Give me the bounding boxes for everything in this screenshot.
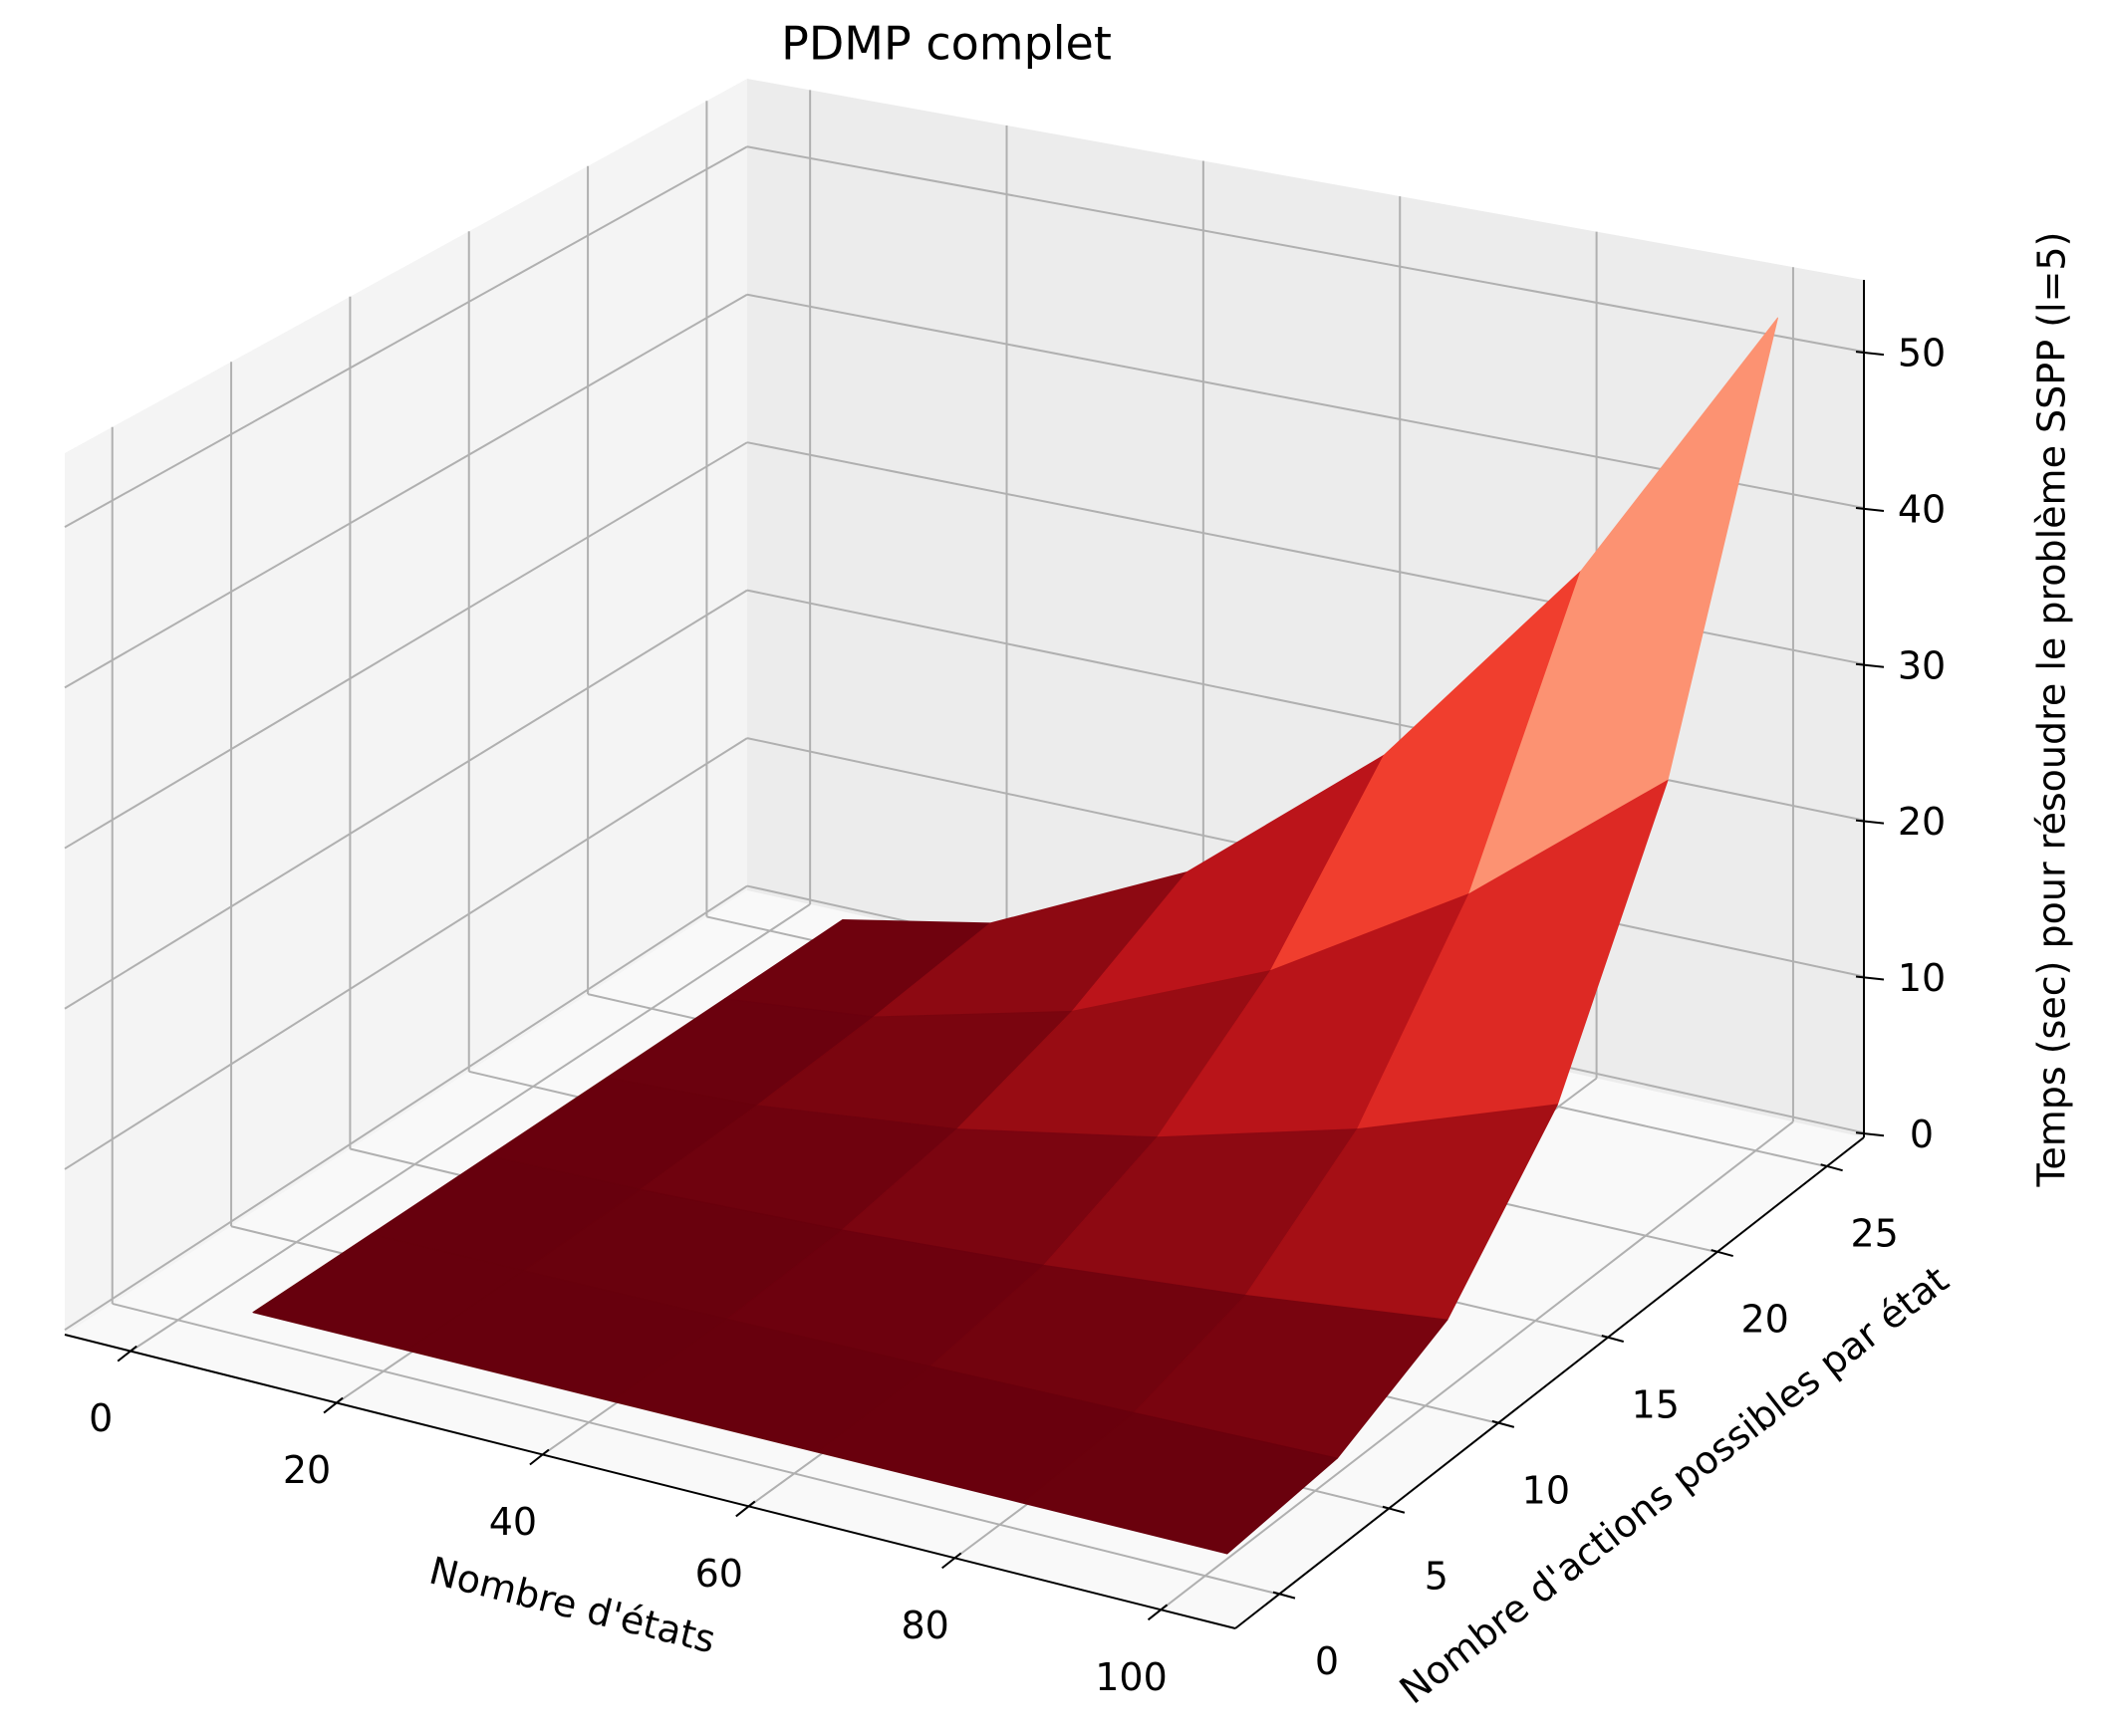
x-axis-line [64,1334,1236,1629]
grid-line [1160,1120,1794,1612]
grid-line [64,884,748,1332]
z-tick [1855,506,1885,512]
x-tick-label: 60 [695,1552,743,1596]
y-tick [1491,1419,1515,1428]
x-tick-label: 40 [489,1500,537,1544]
z-axis-label: Temps (sec) pour résoudre le problème SS… [2030,232,2074,1188]
y-tick [1710,1249,1733,1258]
y-tick-label: 20 [1741,1298,1789,1342]
x-tick-label: 20 [283,1448,331,1492]
x-tick [323,1396,344,1414]
z-tick [1855,819,1885,825]
chart-title: PDMP complet [781,17,1112,71]
grid-line [64,737,748,1170]
z-tick-label: 20 [1898,800,1946,844]
grid-line [64,589,748,1010]
grid-line [746,145,1865,354]
y-tick [1601,1335,1625,1343]
y-tick-label: 10 [1522,1468,1570,1512]
y-tick-label: 0 [1315,1639,1339,1683]
y-tick [1820,1163,1843,1172]
y-tick-label: 5 [1425,1554,1448,1598]
z-tick-label: 10 [1898,956,1946,1000]
grid-line [64,293,748,689]
x-tick-label: 100 [1095,1655,1168,1699]
z-tick-label: 40 [1898,487,1946,531]
y-tick [1272,1591,1296,1600]
surface-patch [1021,1411,1338,1555]
grid-line [64,145,748,529]
x-tick [1147,1604,1169,1621]
grid-line [112,1302,1280,1596]
z-tick-label: 50 [1898,332,1946,375]
z-tick [1855,1131,1885,1137]
z-tick-label: 0 [1910,1113,1934,1156]
grid-line [130,903,811,1353]
x-tick [735,1500,756,1518]
x-tick-label: 80 [901,1604,948,1647]
x-tick [117,1345,137,1363]
x-tick [529,1448,550,1466]
grid-line [64,441,748,850]
z-tick [1855,975,1885,981]
y-tick-label: 25 [1850,1212,1898,1256]
z-tick [1855,351,1885,357]
x-tick-label: 0 [89,1396,113,1440]
y-tick-label: 15 [1632,1382,1680,1426]
grid-line [746,589,1865,822]
y-tick [1382,1505,1406,1514]
z-tick [1855,662,1885,668]
y-axis-line [1234,1136,1865,1629]
x-axis-label: Nombre d'états [425,1549,720,1662]
x-tick [941,1552,962,1570]
z-tick-label: 30 [1898,643,1946,687]
